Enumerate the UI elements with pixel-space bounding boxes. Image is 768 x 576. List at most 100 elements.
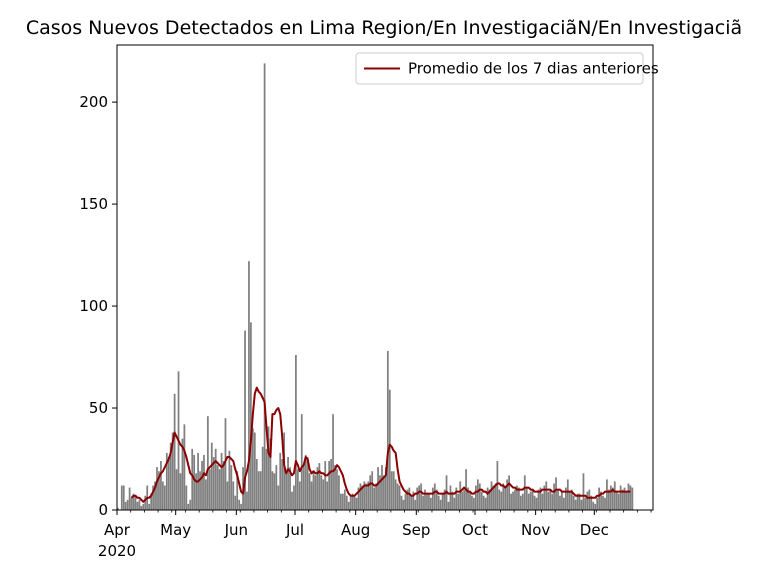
bar [449, 485, 452, 510]
bar [596, 497, 599, 510]
x-tick-label: Nov [521, 521, 550, 539]
legend-box [355, 52, 644, 85]
bar [304, 454, 307, 510]
bar [163, 485, 166, 510]
bar [136, 501, 139, 510]
bar [234, 495, 237, 510]
bar [406, 489, 409, 510]
bar [152, 485, 154, 510]
bar [543, 485, 546, 510]
bar [555, 477, 557, 510]
legend[interactable]: Promedio de los 7 dias anteriores [355, 52, 659, 85]
bar [576, 493, 579, 510]
x-tick-label: May [160, 521, 191, 539]
bar [232, 481, 235, 510]
bar [537, 489, 540, 510]
bar [390, 471, 393, 510]
bar [273, 473, 276, 510]
y-tick-label: 0 [98, 501, 108, 519]
bar [500, 491, 503, 510]
bar [631, 487, 634, 510]
bar [578, 493, 581, 510]
bar [463, 489, 466, 510]
bar [416, 487, 419, 510]
bar [230, 465, 233, 510]
plot-frame [116, 44, 654, 511]
bar [238, 499, 241, 510]
bar [205, 479, 207, 510]
bar [455, 487, 458, 510]
bar [122, 485, 125, 510]
bar [310, 481, 313, 510]
bar [443, 489, 446, 510]
bar [621, 489, 624, 510]
bar [564, 487, 567, 510]
x-tick-label: Jul [285, 521, 304, 539]
bar [613, 481, 616, 510]
bar [269, 438, 272, 510]
bar [606, 479, 608, 510]
bar [402, 499, 405, 510]
bar [275, 465, 278, 510]
bar [549, 489, 552, 510]
bar [134, 495, 137, 510]
bar [181, 438, 184, 510]
bar [492, 485, 495, 510]
bar [533, 495, 536, 510]
bar [263, 63, 266, 511]
y-tick-label: 50 [89, 399, 108, 417]
bar [308, 473, 311, 510]
bar [251, 428, 254, 510]
bar [541, 493, 544, 510]
bar [447, 501, 450, 510]
bar [340, 493, 342, 510]
bar [296, 469, 299, 510]
bar [289, 467, 291, 510]
bar [566, 479, 569, 510]
bar [600, 491, 602, 510]
bar [120, 485, 123, 510]
bar [253, 432, 256, 510]
bar [388, 389, 391, 510]
bar [291, 491, 293, 510]
bar [439, 499, 442, 510]
bar [257, 471, 260, 510]
bar [336, 469, 338, 510]
bar [347, 501, 350, 510]
bar [457, 493, 460, 510]
bar [126, 499, 129, 510]
bar [351, 493, 354, 510]
bar [201, 461, 203, 510]
bar [244, 330, 246, 510]
bar [210, 442, 213, 510]
bar [484, 497, 487, 510]
bar [385, 467, 387, 510]
x-tick-label: Oct [462, 521, 488, 539]
bar [617, 493, 620, 510]
bar [512, 491, 514, 510]
bar [433, 483, 436, 510]
line-series [130, 386, 631, 503]
bar [175, 469, 178, 510]
bar [161, 481, 164, 510]
bar [226, 481, 229, 510]
bar [498, 489, 501, 510]
x-tick-label: Sep [402, 521, 430, 539]
bar [281, 459, 284, 510]
bar [236, 471, 239, 510]
bar [343, 489, 346, 510]
bar [604, 497, 606, 510]
bar [396, 483, 399, 510]
bar [341, 493, 344, 510]
bar [169, 442, 172, 510]
bar [379, 475, 381, 510]
bar [590, 495, 593, 510]
bar [306, 456, 309, 510]
bar [547, 491, 550, 510]
bar [473, 497, 475, 510]
bar [602, 495, 604, 510]
bar [371, 471, 374, 510]
bar [594, 503, 597, 510]
bar [474, 485, 477, 510]
bar [559, 495, 561, 510]
